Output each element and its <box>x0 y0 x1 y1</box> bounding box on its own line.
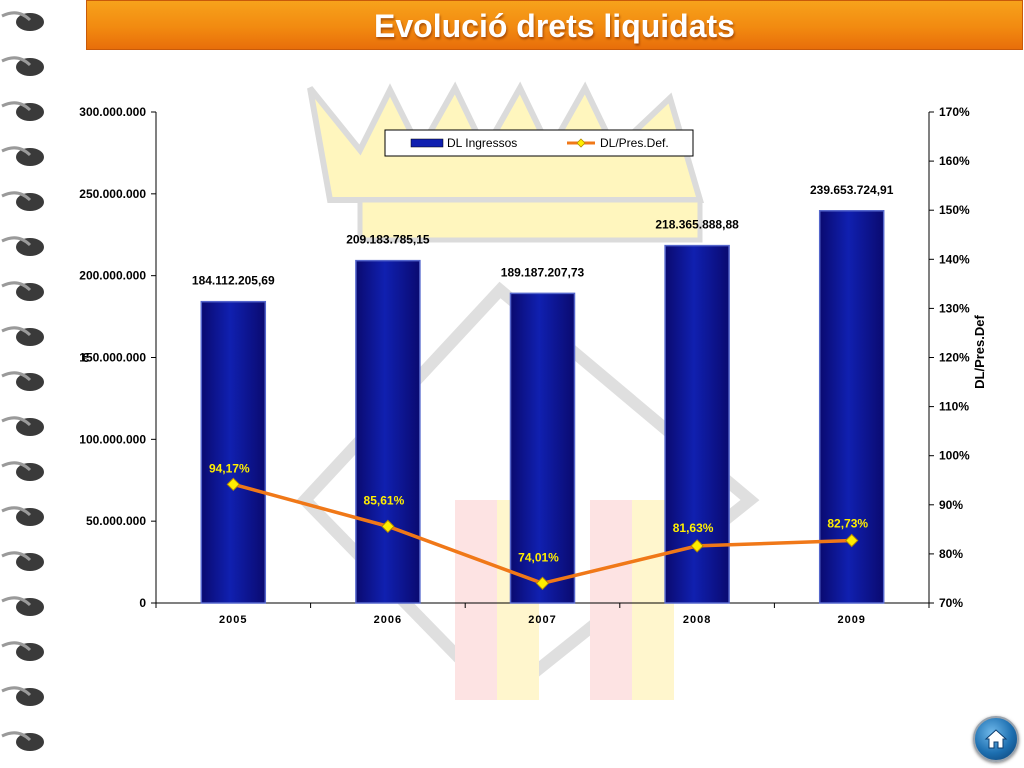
binding-ring <box>16 193 44 211</box>
bar-2005 <box>200 300 267 604</box>
legend-label-dl-ingressos: DL Ingressos <box>447 136 517 150</box>
right-tick-label: 160% <box>939 154 970 168</box>
binding-wire <box>1 191 32 202</box>
binding-wire <box>1 281 32 292</box>
right-tick-label: 130% <box>939 301 970 315</box>
binding-ring <box>16 418 44 436</box>
right-tick-label: 170% <box>939 105 970 119</box>
x-tick-label: 2009 <box>837 614 865 626</box>
line-value-label: 82,73% <box>827 516 868 530</box>
right-tick-label: 70% <box>939 596 963 610</box>
line-value-label: 74,01% <box>518 550 559 564</box>
binding-ring <box>16 733 44 751</box>
home-button[interactable] <box>973 716 1019 762</box>
binding-wire <box>1 731 32 742</box>
left-tick-label: 300.000.000 <box>79 105 146 119</box>
x-tick-label: 2006 <box>374 614 402 626</box>
binding-wire <box>1 371 32 382</box>
legend-label-dl-pres-def: DL/Pres.Def. <box>600 136 669 150</box>
bar-value-label: 239.653.724,91 <box>810 183 894 197</box>
right-tick-label: 80% <box>939 547 963 561</box>
legend-swatch-bar <box>410 138 444 148</box>
binding-wire <box>1 56 32 67</box>
binding-wire <box>1 596 32 607</box>
x-tick-label: 2005 <box>219 614 247 626</box>
line-layer <box>226 477 859 591</box>
x-tick-label: 2008 <box>683 614 711 626</box>
chart: 0 50.000.000 100.000.000 150.000.000 200.000… <box>79 81 987 700</box>
left-tick-label: 250.000.000 <box>79 187 146 201</box>
line-marker-2005 <box>226 477 241 492</box>
line-value-label: 85,61% <box>364 493 405 507</box>
binding-wire <box>1 146 32 157</box>
right-tick-label: 110% <box>939 400 969 414</box>
x-tick-label: 2007 <box>528 614 556 626</box>
spiral-binding <box>1 11 44 751</box>
binding-ring <box>16 553 44 571</box>
binding-ring <box>16 463 44 481</box>
bar-value-label: 209.183.785,15 <box>346 233 430 247</box>
binding-ring <box>16 238 44 256</box>
binding-ring <box>16 328 44 346</box>
binding-wire <box>1 101 32 112</box>
bar-2006 <box>355 259 421 604</box>
binding-wire <box>1 506 32 517</box>
bar-value-label: 218.365.888,88 <box>655 218 739 232</box>
right-tick-label: 120% <box>939 351 970 365</box>
axes: 0 50.000.000 100.000.000 150.000.000 200.000… <box>79 105 987 626</box>
slide-title: Evolució drets liquidats <box>374 8 735 44</box>
right-tick-label: 90% <box>939 498 963 512</box>
binding-ring <box>16 508 44 526</box>
home-icon <box>984 729 1008 749</box>
binding-wire <box>1 416 32 427</box>
legend: DL Ingressos DL/Pres.Def. <box>384 129 694 157</box>
line-marker-2009 <box>844 533 859 548</box>
left-tick-label: 200.000.000 <box>79 269 146 283</box>
line-marker-2008 <box>690 539 704 553</box>
binding-ring <box>16 598 44 616</box>
binding-wire <box>1 236 32 247</box>
binding-wire <box>1 551 32 562</box>
bar-value-label: 184.112.205,69 <box>192 274 275 288</box>
legend-marker <box>576 138 586 148</box>
line-value-label: 94,17% <box>209 461 250 475</box>
labels-layer: 184.112.205,69 209.183.785,15 189.187.207,… <box>192 183 894 565</box>
binding-wire <box>1 326 32 337</box>
line-marker-2006 <box>381 519 395 534</box>
right-axis-title: DL/Pres.Def <box>972 314 987 388</box>
bar-value-label: 189.187.207,73 <box>501 265 585 279</box>
line-marker-2007 <box>535 576 550 591</box>
title-bar: Evolució drets liquidats <box>86 0 1023 50</box>
binding-ring <box>16 13 44 31</box>
right-tick-label: 140% <box>939 252 970 266</box>
binding-ring <box>16 643 44 661</box>
binding-ring <box>16 283 44 301</box>
binding-ring <box>16 688 44 706</box>
binding-ring <box>16 58 44 76</box>
left-tick-label: 100.000.000 <box>79 432 146 446</box>
binding-wire <box>1 686 32 697</box>
line-value-label: 81,63% <box>673 521 714 535</box>
binding-ring <box>16 103 44 121</box>
binding-wire <box>1 641 32 652</box>
binding-ring <box>16 373 44 391</box>
left-axis-title: € <box>82 350 89 365</box>
left-tick-label: 150.000.000 <box>79 351 146 365</box>
right-tick-label: 150% <box>939 203 970 217</box>
binding-wire <box>1 11 32 22</box>
right-tick-label: 100% <box>939 449 970 463</box>
binding-ring <box>16 148 44 166</box>
bar-2007 <box>509 292 576 604</box>
left-tick-label: 50.000.000 <box>86 514 146 528</box>
left-tick-label: 0 <box>139 596 146 610</box>
binding-wire <box>1 461 32 472</box>
